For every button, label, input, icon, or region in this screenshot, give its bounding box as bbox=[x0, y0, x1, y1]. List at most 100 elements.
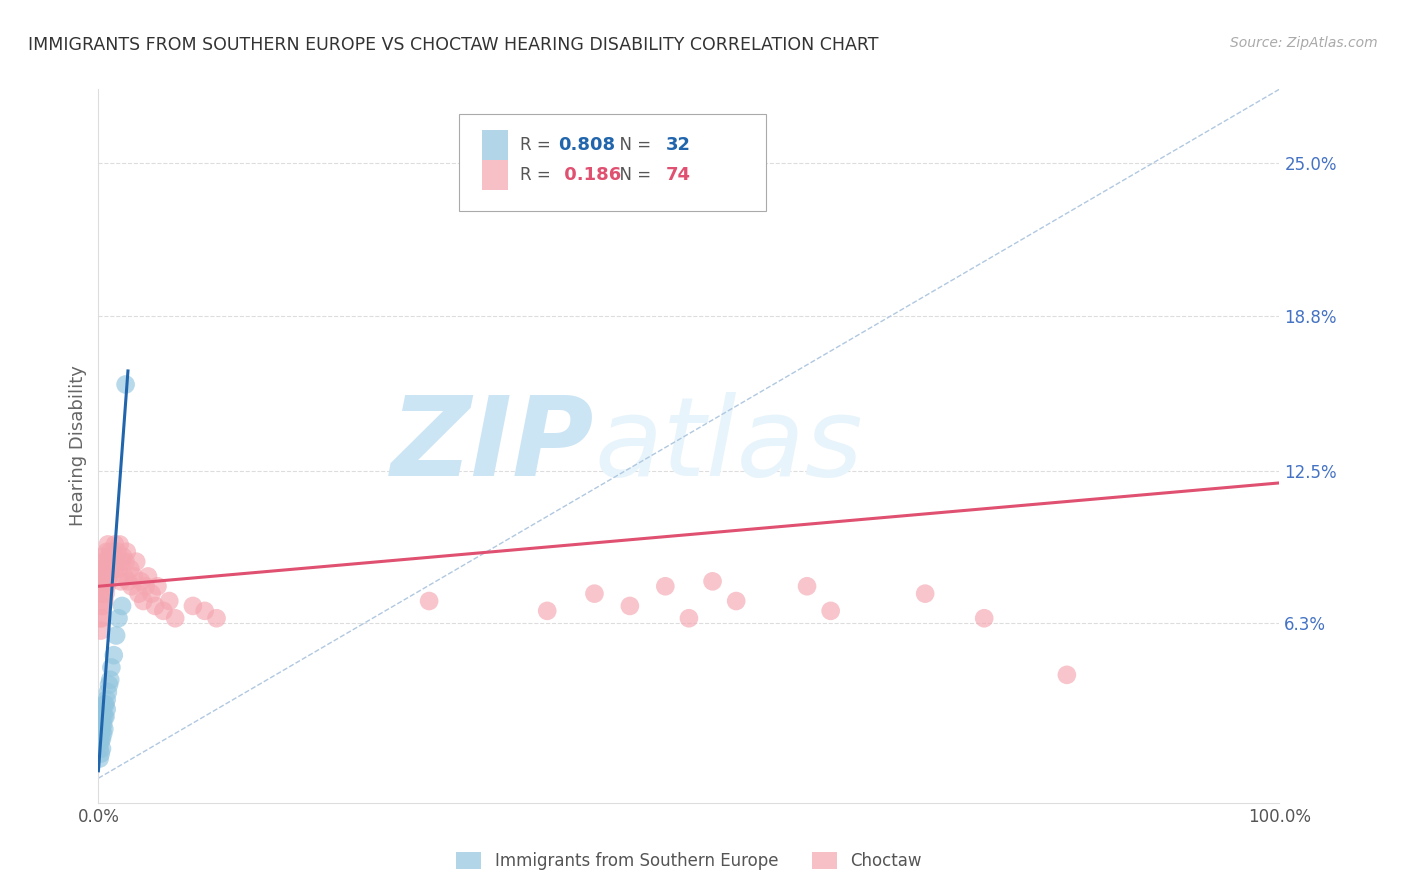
Text: R =: R = bbox=[520, 166, 555, 184]
Point bbox=[103, 562, 125, 576]
Point bbox=[619, 599, 641, 613]
Point bbox=[157, 594, 180, 608]
Point bbox=[129, 574, 152, 589]
Point bbox=[120, 562, 142, 576]
Point bbox=[96, 702, 118, 716]
Point bbox=[90, 734, 112, 748]
Point bbox=[96, 692, 118, 706]
Point bbox=[97, 574, 120, 589]
Point bbox=[93, 555, 115, 569]
Point bbox=[89, 751, 111, 765]
Point bbox=[93, 709, 115, 723]
Point bbox=[141, 587, 163, 601]
Point bbox=[98, 549, 121, 564]
Point bbox=[418, 594, 440, 608]
Point bbox=[105, 545, 128, 559]
Point bbox=[90, 727, 112, 741]
Point bbox=[94, 698, 117, 712]
Point bbox=[90, 574, 112, 589]
Point bbox=[117, 574, 139, 589]
Point bbox=[112, 549, 135, 564]
Point bbox=[111, 599, 134, 613]
Point bbox=[94, 709, 117, 723]
Point bbox=[107, 562, 129, 576]
Point bbox=[89, 574, 111, 589]
Point bbox=[121, 579, 143, 593]
Point bbox=[91, 549, 114, 564]
Point bbox=[89, 587, 111, 601]
Point bbox=[128, 587, 150, 601]
Point bbox=[90, 717, 112, 731]
Point bbox=[146, 579, 169, 593]
Text: R =: R = bbox=[520, 136, 555, 153]
Point bbox=[114, 555, 136, 569]
Point bbox=[702, 574, 724, 589]
Y-axis label: Hearing Disability: Hearing Disability bbox=[69, 366, 87, 526]
Point bbox=[93, 594, 115, 608]
Point bbox=[91, 727, 114, 741]
Point bbox=[107, 611, 129, 625]
Point bbox=[135, 579, 157, 593]
Point bbox=[91, 717, 114, 731]
Point bbox=[91, 702, 114, 716]
Point bbox=[89, 734, 111, 748]
Point bbox=[98, 678, 121, 692]
Text: atlas: atlas bbox=[595, 392, 863, 500]
Text: 32: 32 bbox=[665, 136, 690, 153]
Text: N =: N = bbox=[609, 166, 657, 184]
Point bbox=[96, 579, 118, 593]
Point bbox=[93, 722, 115, 736]
Point bbox=[111, 555, 134, 569]
Point bbox=[98, 673, 121, 687]
Point bbox=[96, 562, 118, 576]
Point bbox=[796, 579, 818, 593]
Point bbox=[100, 660, 122, 674]
Point bbox=[152, 604, 174, 618]
Point bbox=[90, 747, 112, 761]
Point bbox=[112, 569, 135, 583]
Point bbox=[98, 562, 121, 576]
Text: IMMIGRANTS FROM SOUTHERN EUROPE VS CHOCTAW HEARING DISABILITY CORRELATION CHART: IMMIGRANTS FROM SOUTHERN EUROPE VS CHOCT… bbox=[28, 36, 879, 54]
Point bbox=[91, 722, 114, 736]
Point bbox=[96, 545, 118, 559]
Point bbox=[91, 712, 114, 726]
Point bbox=[110, 574, 132, 589]
Point bbox=[181, 599, 204, 613]
Point bbox=[205, 611, 228, 625]
Point bbox=[104, 537, 127, 551]
FancyBboxPatch shape bbox=[458, 114, 766, 211]
Point bbox=[114, 377, 136, 392]
Point bbox=[93, 698, 115, 712]
Point bbox=[143, 599, 166, 613]
Text: 0.186: 0.186 bbox=[558, 166, 621, 184]
Point bbox=[91, 731, 114, 746]
Point bbox=[103, 648, 125, 662]
Bar bbox=[482, 130, 508, 160]
Point bbox=[91, 562, 114, 576]
Point bbox=[914, 587, 936, 601]
Text: Source: ZipAtlas.com: Source: ZipAtlas.com bbox=[1230, 36, 1378, 50]
Point bbox=[654, 579, 676, 593]
Point bbox=[98, 569, 121, 583]
Point bbox=[101, 549, 124, 564]
Bar bbox=[482, 160, 508, 190]
Text: 74: 74 bbox=[665, 166, 690, 184]
Point bbox=[122, 569, 145, 583]
Text: 0.808: 0.808 bbox=[558, 136, 614, 153]
Point bbox=[91, 611, 114, 625]
Point bbox=[125, 555, 148, 569]
Point bbox=[89, 727, 111, 741]
Point bbox=[94, 562, 117, 576]
Legend: Immigrants from Southern Europe, Choctaw: Immigrants from Southern Europe, Choctaw bbox=[450, 845, 928, 877]
Text: ZIP: ZIP bbox=[391, 392, 595, 500]
Point bbox=[97, 555, 120, 569]
Point bbox=[1056, 668, 1078, 682]
Point bbox=[105, 555, 128, 569]
Point bbox=[89, 741, 111, 756]
Point bbox=[91, 707, 114, 722]
Point bbox=[165, 611, 187, 625]
Point bbox=[136, 569, 159, 583]
Point bbox=[678, 611, 700, 625]
Point bbox=[97, 685, 120, 699]
Point bbox=[97, 537, 120, 551]
